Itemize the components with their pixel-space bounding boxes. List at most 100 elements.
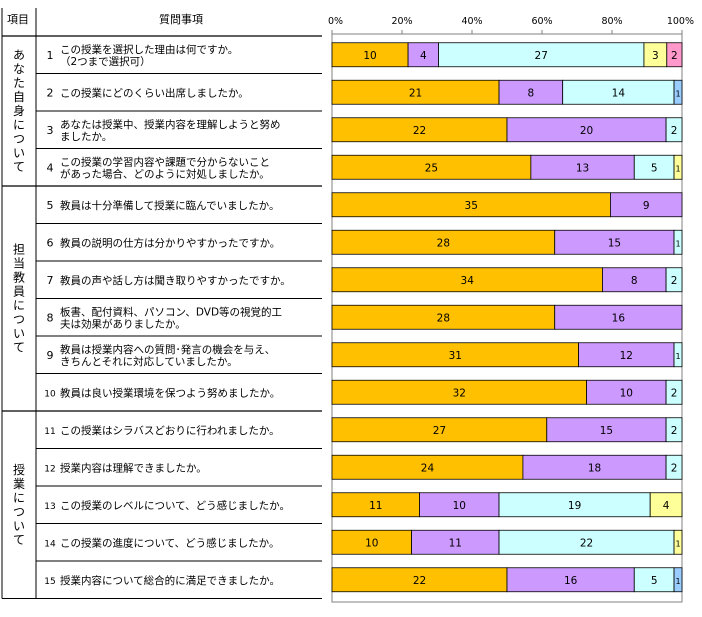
bar-row-4: 25 13 5 1 — [331, 154, 683, 180]
question-number: 11 — [44, 427, 55, 437]
bar-value-label: 1 — [675, 539, 680, 548]
question-number: 10 — [44, 389, 56, 399]
bar-value-label: 3 — [652, 50, 659, 62]
bar-segment — [506, 117, 667, 143]
bar-value-label: 5 — [651, 162, 658, 174]
bar-row-2: 21 8 14 1 — [331, 79, 683, 105]
bar-segment — [554, 229, 675, 255]
bar-value-label: 2 — [671, 125, 678, 137]
bar-segment — [673, 342, 683, 368]
question-label: この授業を選択した理由は何ですか。 — [60, 43, 238, 56]
question-labels: 1 この授業を選択した理由は何ですか。（2つまで選択可） 2 この授業にどのくらい出席… — [44, 43, 291, 587]
bar-segment — [665, 417, 683, 443]
question-number: 3 — [47, 124, 54, 137]
question-label: があった場合、どのように対処しましたか。 — [60, 167, 270, 180]
question-label: この授業の学習内容や課題で分からないこと — [60, 155, 270, 168]
bar-segment — [530, 154, 635, 180]
bar-segment — [602, 267, 667, 293]
bar-value-label: 1 — [675, 352, 680, 361]
bar-segment — [411, 529, 500, 555]
bar-segment — [331, 379, 587, 405]
bar-value-label: 1 — [675, 239, 680, 248]
bar-row-10: 32 10 2 — [331, 379, 683, 405]
table-header: 項目 質問事項 — [7, 12, 203, 26]
question-number: 13 — [44, 502, 55, 512]
bar-value-label: 24 — [421, 462, 435, 474]
question-label: 教員の声や話し方は聞き取りやすかったですか。 — [60, 274, 291, 287]
bar-value-label: 18 — [588, 462, 601, 474]
bar-value-label: 15 — [600, 425, 613, 437]
bar-segment — [438, 42, 645, 68]
bar-row-3: 22 20 2 — [331, 117, 683, 143]
bar-segment — [331, 117, 508, 143]
bar-row-13: 11 10 19 4 — [331, 492, 683, 518]
bar-segment — [673, 154, 683, 180]
bar-value-label: 35 — [465, 200, 478, 212]
bar-value-label: 22 — [413, 575, 426, 587]
question-number: 12 — [44, 464, 55, 474]
group-label-2: 担当教員について — [13, 243, 25, 355]
question-label: きちんとそれに対応していましたか。 — [60, 355, 238, 368]
bar-segment — [673, 567, 683, 593]
bar-segment — [649, 492, 683, 518]
category-column-header: 項目 — [7, 13, 29, 26]
bar-series: 10 4 27 3 221 8 14 122 20 225 13 5 135 928 15 134 8 228 16… — [331, 42, 683, 593]
x-tick-label: 20% — [391, 16, 412, 27]
bar-value-label: 22 — [580, 537, 593, 549]
question-number: 8 — [47, 311, 54, 324]
x-tick-label: 0% — [328, 16, 343, 27]
bar-value-label: 14 — [612, 87, 626, 99]
question-number: 2 — [47, 86, 54, 99]
bar-value-label: 28 — [437, 312, 450, 324]
bar-segment — [419, 492, 500, 518]
bar-segment — [665, 454, 683, 480]
bar-value-label: 11 — [449, 537, 462, 549]
bar-value-label: 8 — [631, 275, 638, 287]
group-label-1: あなた自身について — [13, 48, 25, 174]
bar-value-label: 4 — [420, 50, 427, 62]
bar-segment — [407, 42, 439, 68]
bar-segment — [331, 342, 579, 368]
bar-value-label: 1 — [675, 164, 680, 173]
question-number: 9 — [47, 349, 54, 362]
bar-row-1: 10 4 27 3 2 — [331, 42, 683, 68]
question-label: 板書、配付資料、パソコン、DVD等の視覚的工 — [60, 305, 282, 318]
question-label: 教員は授業内容への質問･発言の機会を与え、 — [60, 343, 275, 356]
question-label: 夫は効果がありましたか。 — [60, 317, 186, 330]
bar-row-6: 28 15 1 — [331, 229, 683, 255]
bar-segment — [331, 267, 603, 293]
bar-segment — [506, 567, 635, 593]
bar-value-label: 27 — [535, 50, 548, 62]
question-label: この授業にどのくらい出席しましたか。 — [60, 86, 249, 99]
bar-value-label: 10 — [620, 387, 633, 399]
bar-value-label: 21 — [409, 87, 422, 99]
bar-value-label: 31 — [449, 350, 462, 362]
bar-value-label: 10 — [363, 50, 376, 62]
bar-segment — [666, 42, 683, 68]
question-label: あなたは授業中、授業内容を理解しようと努め — [60, 118, 281, 131]
bar-segment — [633, 567, 675, 593]
bar-row-5: 35 9 — [331, 192, 683, 218]
bar-value-label: 2 — [671, 50, 678, 62]
bar-segment — [522, 454, 667, 480]
bar-value-label: 2 — [671, 387, 678, 399]
bar-segment — [331, 154, 532, 180]
question-number: 6 — [47, 236, 54, 249]
bar-segment — [331, 529, 412, 555]
bar-row-15: 22 16 5 1 — [331, 567, 683, 593]
question-label: 教員は良い授業環境を保つよう努めましたか。 — [60, 386, 280, 399]
bar-segment — [331, 79, 500, 105]
x-tick-label: 40% — [461, 16, 482, 27]
question-label: 授業内容は理解できましたか。 — [60, 461, 207, 474]
x-tick-label: 100% — [667, 16, 694, 27]
question-label: 授業内容について総合的に満足できましたか。 — [60, 574, 280, 587]
question-label: 教員の説明の仕方は分かりやすかったですか。 — [60, 236, 280, 249]
bar-row-14: 10 11 22 1 — [331, 529, 683, 555]
bar-value-label: 25 — [425, 162, 438, 174]
bar-value-label: 8 — [528, 87, 535, 99]
question-number: 5 — [47, 199, 54, 212]
bar-value-label: 11 — [369, 500, 382, 512]
bar-segment — [554, 304, 683, 330]
